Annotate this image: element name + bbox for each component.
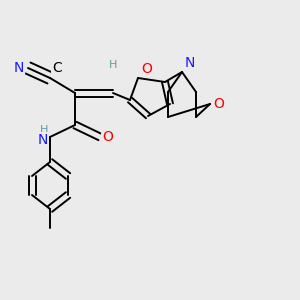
Text: O: O [102,130,113,144]
Text: N: N [185,56,195,70]
Text: H: H [40,125,48,135]
Text: O: O [213,97,224,111]
Text: N: N [38,133,48,147]
Text: H: H [109,60,117,70]
Text: C: C [52,61,62,75]
Text: N: N [14,61,24,75]
Text: O: O [141,62,152,76]
